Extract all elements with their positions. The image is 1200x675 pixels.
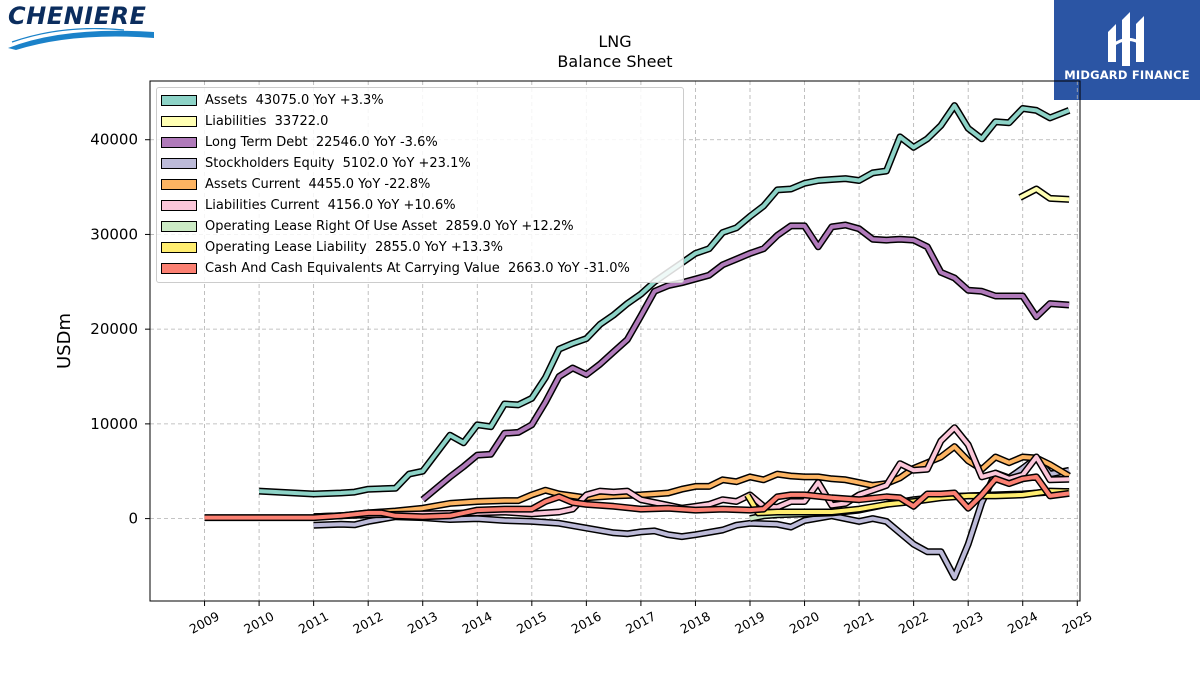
x-tick-label: 2014 (459, 608, 494, 636)
midgard-emblem-icon (1108, 12, 1144, 66)
legend-swatch (161, 115, 197, 127)
x-tick-label: 2012 (350, 608, 385, 636)
series-line (1019, 187, 1070, 202)
series-operating-lease-liability (744, 487, 1070, 517)
legend-item-assets-current: Assets Current 4455.0 YoY -22.8% (161, 175, 430, 193)
legend-label: Assets Current 4455.0 YoY -22.8% (205, 176, 431, 192)
legend-label: Liabilities Current 4156.0 YoY +10.6% (205, 197, 456, 213)
series-line (258, 103, 1070, 496)
series-line (421, 223, 1070, 502)
x-tick-label: 2025 (1059, 608, 1094, 636)
series-outline (313, 424, 1070, 521)
midgard-logo-text: MIDGARD FINANCE (1064, 68, 1190, 82)
y-tick-label: 30000 (90, 225, 138, 243)
x-tick-label: 2010 (241, 608, 276, 636)
cheniere-logo-text: CHENIERE (8, 2, 147, 30)
legend-swatch (161, 178, 197, 190)
series-line (745, 489, 1070, 515)
series-line (204, 474, 1070, 520)
legend-item-liabilities: Liabilities 33722.0 (161, 112, 328, 130)
series-assets-current (313, 443, 1071, 521)
legend-label: Operating Lease Liability 2855.0 YoY +13… (205, 239, 504, 255)
legend-label: Liabilities 33722.0 (205, 113, 329, 129)
legend-item-operating-lease-right-of-use-asset: Operating Lease Right Of Use Asset 2859.… (161, 217, 574, 235)
x-tick-label: 2015 (514, 608, 549, 636)
series-assets (258, 102, 1071, 498)
x-tick-label: 2019 (732, 608, 767, 636)
x-tick-label: 2011 (296, 608, 331, 636)
legend-swatch (161, 220, 197, 232)
series-lines (204, 102, 1071, 581)
series-line (313, 456, 1070, 580)
legend-label: Operating Lease Right Of Use Asset 2859.… (205, 218, 574, 234)
x-tick-label: 2017 (623, 608, 658, 636)
legend-item-cash-and-cash-equivalents-at-carrying-value: Cash And Cash Equivalents At Carrying Va… (161, 259, 630, 277)
legend-swatch (161, 136, 197, 148)
chart-title-subtitle: Balance Sheet (557, 52, 673, 71)
chart-legend: Assets 43075.0 YoY +3.3% Liabilities 3372… (156, 87, 684, 283)
legend-swatch (161, 241, 197, 253)
y-tick-label: 10000 (90, 415, 138, 433)
x-tick-label: 2020 (787, 608, 822, 636)
legend-label: Stockholders Equity 5102.0 YoY +23.1% (205, 155, 471, 171)
series-line (313, 444, 1071, 519)
legend-label: Assets 43075.0 YoY +3.3% (205, 92, 384, 108)
legend-swatch (161, 157, 197, 169)
series-stockholders-equity (313, 454, 1070, 581)
chart-title: LNG Balance Sheet (480, 32, 750, 72)
legend-swatch (161, 94, 197, 106)
x-tick-label: 2023 (950, 608, 985, 636)
series-line (313, 425, 1070, 519)
chart-title-ticker: LNG (598, 32, 632, 51)
plot-frame (149, 80, 1081, 602)
series-long-term-debt (420, 221, 1070, 503)
x-tick-label: 2021 (841, 608, 876, 636)
x-tick-label: 2022 (896, 608, 931, 636)
legend-item-liabilities-current: Liabilities Current 4156.0 YoY +10.6% (161, 196, 456, 214)
cheniere-swoosh-icon (8, 28, 154, 50)
legend-label: Long Term Debt 22546.0 YoY -3.6% (205, 134, 438, 150)
x-tick-label: 2013 (405, 608, 440, 636)
y-tick-label: 20000 (90, 320, 138, 338)
y-tick-label: 0 (128, 510, 138, 528)
x-tick-label: 2016 (569, 608, 604, 636)
midgard-finance-logo: MIDGARD FINANCE (1054, 0, 1200, 100)
y-axis-label: USDm (54, 313, 75, 369)
x-tick-label: 2018 (678, 608, 713, 636)
legend-swatch (161, 199, 197, 211)
cheniere-logo: CHENIERE (4, 2, 159, 54)
series-cash-and-cash-equivalents-at-carrying-value (204, 473, 1070, 522)
legend-item-stockholders-equity: Stockholders Equity 5102.0 YoY +23.1% (161, 154, 471, 172)
series-liabilities (1018, 185, 1070, 203)
legend-item-long-term-debt: Long Term Debt 22546.0 YoY -3.6% (161, 133, 438, 151)
y-tick-label: 40000 (90, 131, 138, 149)
legend-swatch (161, 262, 197, 274)
series-liabilities-current (313, 424, 1070, 521)
legend-label: Cash And Cash Equivalents At Carrying Va… (205, 260, 630, 276)
x-tick-label: 2024 (1005, 608, 1040, 636)
x-tick-label: 2009 (187, 608, 222, 636)
legend-item-assets: Assets 43075.0 YoY +3.3% (161, 91, 384, 109)
legend-item-operating-lease-liability: Operating Lease Liability 2855.0 YoY +13… (161, 238, 503, 256)
